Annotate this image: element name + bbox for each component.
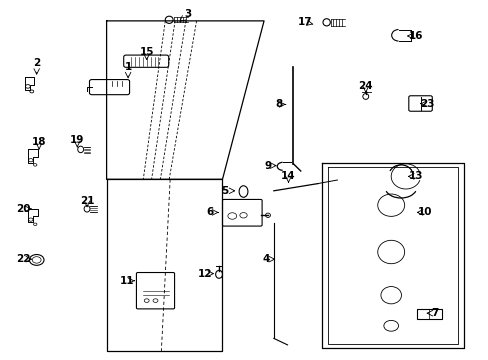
Text: 23: 23 xyxy=(420,99,434,109)
Text: 12: 12 xyxy=(198,269,212,279)
Text: 19: 19 xyxy=(70,135,84,145)
Text: 18: 18 xyxy=(32,137,46,147)
Text: 10: 10 xyxy=(417,207,432,217)
Text: 17: 17 xyxy=(298,17,312,27)
Text: 14: 14 xyxy=(281,171,295,181)
Text: 2: 2 xyxy=(33,58,40,68)
Text: 22: 22 xyxy=(16,254,31,264)
Text: 7: 7 xyxy=(430,308,438,318)
Text: 5: 5 xyxy=(221,186,228,196)
Text: 11: 11 xyxy=(120,276,134,286)
Text: 4: 4 xyxy=(262,254,270,264)
Text: 13: 13 xyxy=(407,171,422,181)
Text: 8: 8 xyxy=(275,99,282,109)
Text: 1: 1 xyxy=(124,62,131,72)
Text: 9: 9 xyxy=(264,161,271,171)
Text: 16: 16 xyxy=(407,31,422,41)
Text: 21: 21 xyxy=(80,196,94,206)
Text: 3: 3 xyxy=(184,9,191,19)
Text: 24: 24 xyxy=(358,81,372,91)
Text: 6: 6 xyxy=(206,207,213,217)
Text: 15: 15 xyxy=(139,47,154,57)
Bar xyxy=(416,309,441,319)
Text: 20: 20 xyxy=(16,204,31,214)
